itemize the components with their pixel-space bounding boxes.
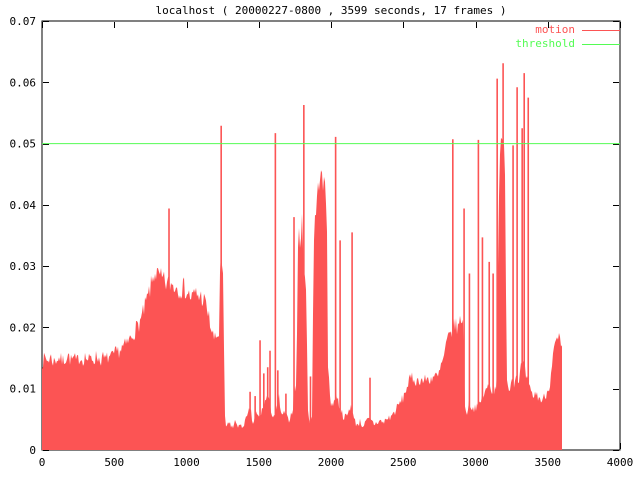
x-tick-label: 2500 — [390, 456, 417, 469]
legend-line-sample-threshold — [582, 43, 620, 45]
y-tick-label: 0.04 — [10, 199, 37, 212]
legend-line-sample-motion — [582, 29, 620, 31]
x-tick-label: 1500 — [246, 456, 273, 469]
x-tick-label: 2000 — [318, 456, 345, 469]
x-tick-label: 1000 — [173, 456, 200, 469]
x-tick-label: 3500 — [535, 456, 562, 469]
legend-item-motion: motion — [515, 24, 620, 36]
motion-area — [42, 137, 562, 450]
y-tick-label: 0.02 — [10, 321, 37, 334]
y-tick-label: 0.06 — [10, 76, 37, 89]
x-tick-label: 500 — [104, 456, 124, 469]
x-tick-label: 3000 — [462, 456, 489, 469]
legend-label-motion: motion — [535, 23, 575, 36]
y-tick-label: 0.03 — [10, 260, 37, 273]
chart-title: localhost ( 20000227-0800 , 3599 seconds… — [155, 4, 507, 17]
y-tick-label: 0.01 — [10, 383, 37, 396]
x-tick-label: 0 — [39, 456, 46, 469]
y-tick-label: 0.07 — [10, 15, 37, 28]
y-tick-label: 0.05 — [10, 138, 37, 151]
legend-item-threshold: threshold — [515, 38, 620, 50]
y-tick-label: 0 — [29, 444, 36, 457]
legend: motion threshold — [515, 24, 620, 50]
legend-label-threshold: threshold — [515, 37, 575, 50]
x-tick-label: 4000 — [607, 456, 634, 469]
